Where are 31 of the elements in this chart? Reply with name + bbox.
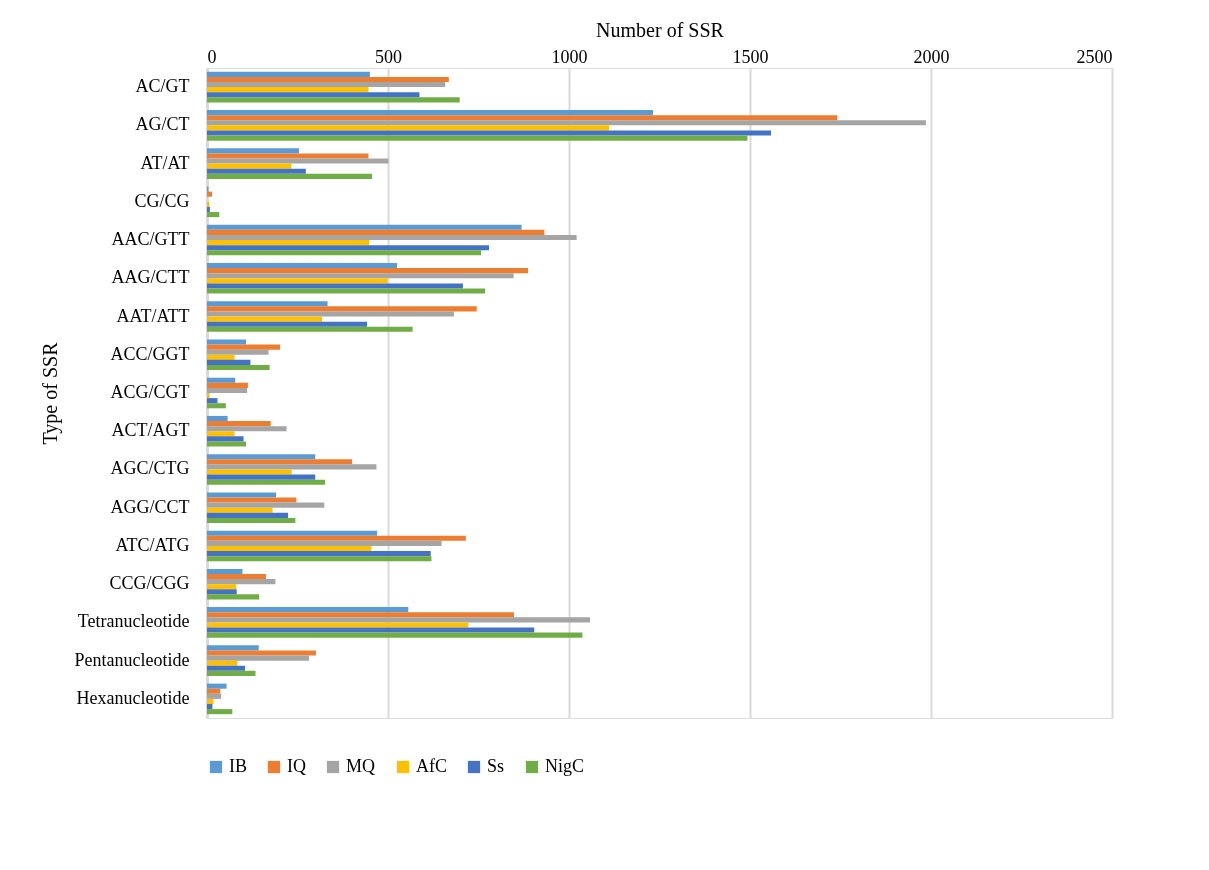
y-tick-label: Hexanucleotide <box>76 687 190 708</box>
legend-label: MQ <box>346 756 376 776</box>
y-tick-label: AAG/CTT <box>111 267 190 288</box>
y-tick-label: Pentanucleotide <box>74 649 190 670</box>
y-tick-label: AGG/CCT <box>110 496 190 517</box>
x-tick-label: 1500 <box>732 46 769 67</box>
x-tick-label: 0 <box>207 46 217 67</box>
y-tick-label: Tetranucleotide <box>77 611 190 632</box>
legend-label: AfC <box>416 756 447 776</box>
legend-label: NigC <box>545 756 585 776</box>
y-tick-label: AAT/ATT <box>116 305 190 326</box>
y-tick-label: ATC/ATG <box>115 534 190 555</box>
legend-label: IQ <box>287 756 306 776</box>
y-tick-label: AG/CT <box>135 114 190 135</box>
y-tick-label: CCG/CGG <box>109 573 190 594</box>
y-tick-label: AC/GT <box>135 76 190 97</box>
y-tick-label: AT/AT <box>140 152 190 173</box>
y-tick-label: AGC/CTG <box>110 458 190 479</box>
legend-label: Ss <box>487 756 505 776</box>
y-tick-label: ACT/AGT <box>111 420 190 441</box>
y-tick-label: ACC/GGT <box>110 343 190 364</box>
x-tick-label: 500 <box>375 46 402 67</box>
x-axis-title: Number of SSR <box>596 18 725 41</box>
x-tick-label: 2000 <box>913 46 950 67</box>
legend-label: IB <box>229 756 247 776</box>
y-tick-label: ACG/CGT <box>110 382 190 402</box>
x-tick-label: 2500 <box>1076 46 1113 67</box>
y-tick-label: CG/CG <box>134 190 190 211</box>
y-tick-label: AAC/GTT <box>111 229 190 250</box>
y-axis-title: Type of SSR <box>38 341 62 445</box>
x-tick-label: 1000 <box>551 46 588 67</box>
